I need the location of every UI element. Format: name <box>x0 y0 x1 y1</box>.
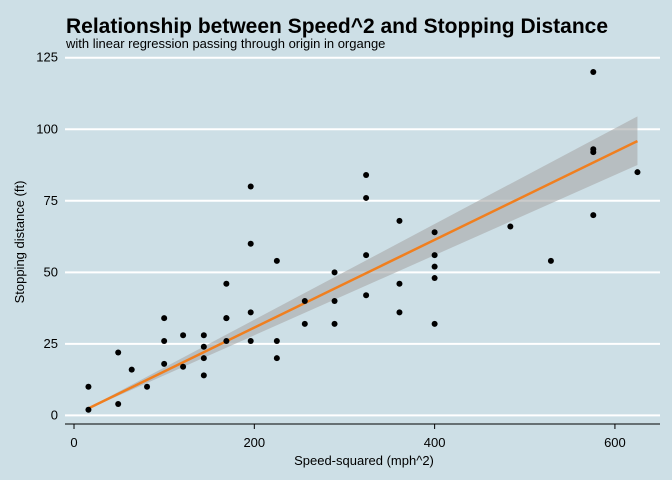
x-tick-label-200: 200 <box>243 435 265 450</box>
regression-line-path <box>87 139 639 410</box>
data-point-49 <box>634 169 641 176</box>
data-point-27 <box>301 297 308 304</box>
y-tick-label-125: 125 <box>36 50 58 65</box>
data-point-31 <box>363 292 370 299</box>
x-tick-label-0: 0 <box>70 435 77 450</box>
confidence-band <box>88 116 638 410</box>
data-point-34 <box>363 172 370 179</box>
x-axis-label: Speed-squared (mph^2) <box>294 453 434 468</box>
data-point-44 <box>547 257 554 264</box>
data-point-0 <box>85 406 92 413</box>
data-point-41 <box>431 252 438 259</box>
grid-lines <box>65 56 660 417</box>
data-point-3 <box>115 349 122 356</box>
data-point-35 <box>396 309 403 316</box>
data-point-8 <box>161 315 168 322</box>
y-tick-label-0: 0 <box>51 407 58 422</box>
x-tick-label-400: 400 <box>424 435 446 450</box>
data-point-36 <box>396 280 403 287</box>
data-point-48 <box>590 69 597 76</box>
y-axis-label: Stopping distance (ft) <box>12 181 27 304</box>
y-tick-label-75: 75 <box>44 193 58 208</box>
data-point-19 <box>247 338 254 345</box>
data-point-40 <box>431 263 438 270</box>
data-point-1 <box>85 383 92 390</box>
data-point-21 <box>247 240 254 247</box>
data-point-38 <box>431 320 438 327</box>
y-tick-label-25: 25 <box>44 336 58 351</box>
data-point-10 <box>180 332 187 339</box>
data-point-24 <box>273 338 280 345</box>
data-point-17 <box>223 315 230 322</box>
data-point-45 <box>590 212 597 219</box>
data-point-39 <box>431 275 438 282</box>
data-point-26 <box>301 320 308 327</box>
data-point-14 <box>200 332 207 339</box>
data-point-23 <box>273 355 280 362</box>
chart-subtitle: with linear regression passing through o… <box>65 36 385 51</box>
data-point-22 <box>247 183 254 190</box>
y-tick-label-100: 100 <box>36 121 58 136</box>
data-point-6 <box>161 360 168 367</box>
data-point-4 <box>128 366 135 373</box>
data-point-15 <box>223 338 230 345</box>
data-point-28 <box>331 320 338 327</box>
data-point-47 <box>590 146 597 153</box>
y-tick-label-50: 50 <box>44 264 58 279</box>
tick-labels: 0 25 50 75 100 125 0 200 400 600 <box>36 50 625 450</box>
data-point-20 <box>247 309 254 316</box>
data-point-9 <box>180 363 187 370</box>
chart-title: Relationship between Speed^2 and Stoppin… <box>66 15 608 38</box>
data-point-33 <box>363 194 370 201</box>
data-point-5 <box>144 383 151 390</box>
regression-line <box>87 139 639 410</box>
data-point-30 <box>331 269 338 276</box>
confidence-band-area <box>88 116 638 410</box>
data-point-7 <box>161 338 168 345</box>
data-point-29 <box>331 297 338 304</box>
data-point-12 <box>200 355 207 362</box>
data-point-42 <box>431 229 438 236</box>
data-point-25 <box>273 257 280 264</box>
x-tick-label-600: 600 <box>604 435 626 450</box>
data-point-11 <box>200 372 207 379</box>
data-point-18 <box>223 280 230 287</box>
data-point-37 <box>396 217 403 224</box>
data-point-43 <box>507 223 514 230</box>
data-point-2 <box>115 400 122 407</box>
axes <box>65 423 660 429</box>
data-point-32 <box>363 252 370 259</box>
data-points <box>85 69 641 413</box>
data-point-13 <box>200 343 207 350</box>
